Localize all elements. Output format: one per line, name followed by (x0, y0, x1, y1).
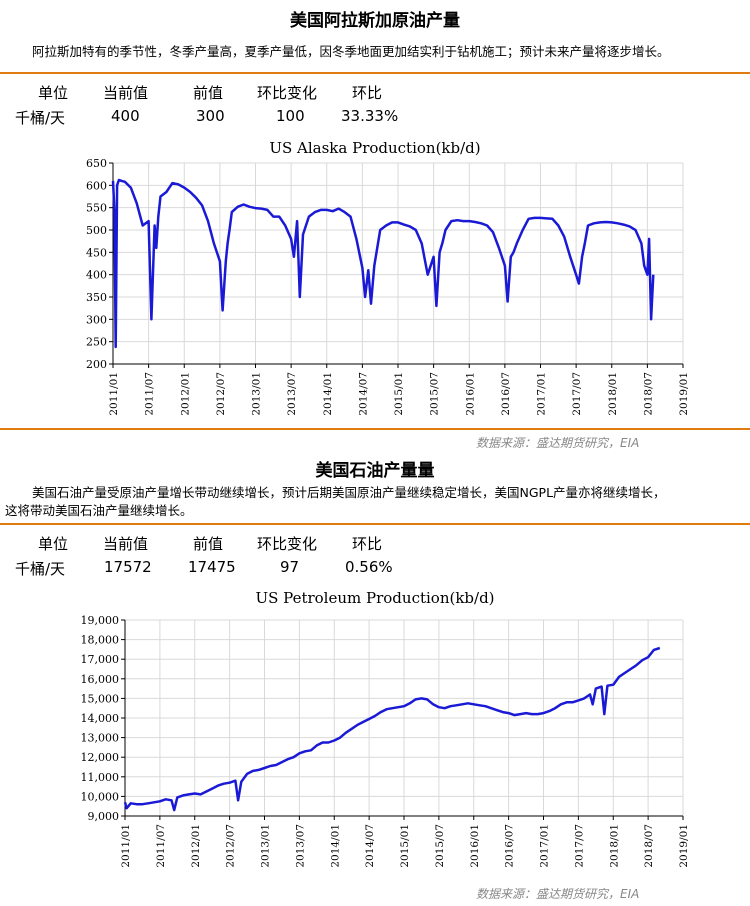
chart1-xtick-label: 2014/01 (322, 372, 334, 416)
chart2-xtick-label: 2018/07 (643, 824, 655, 868)
chart1-ytick-label: 200 (86, 358, 107, 371)
chart1-xtick-label: 2014/07 (357, 372, 369, 416)
section2-header-change: 环比变化 (257, 535, 318, 553)
chart1-ytick-label: 550 (86, 202, 107, 215)
section2-top-rule (0, 523, 750, 525)
chart1-xtick-label: 2011/07 (144, 372, 156, 416)
chart2-ytick-label: 17,000 (81, 653, 120, 666)
chart1-xtick-label: 2017/01 (536, 372, 548, 416)
chart2-xtick-label: 2017/07 (573, 824, 585, 868)
chart1-xtick-label: 2016/07 (500, 372, 512, 416)
chart2-plot: 9,000 10,000 11,000 12,000 13,000 14,000 15,00… (81, 614, 691, 868)
section1-bottom-rule (0, 428, 750, 430)
section2-value-change: 97 (280, 558, 300, 576)
section2-title: 美国石油产量量 (315, 461, 435, 481)
section1-header-previous: 前值 (193, 84, 224, 102)
chart1-series-line (111, 178, 655, 349)
chart1-xtick-label: 2012/01 (179, 372, 191, 416)
chart2-xtick-label: 2013/07 (294, 824, 306, 868)
section2-header-ratio: 环比 (352, 535, 383, 553)
chart2-xtick-label: 2013/01 (260, 824, 272, 868)
section2-description-line1: 美国石油产量受原油产量增长带动继续增长，预计后期美国原油产量继续稳定增长，美国N… (32, 485, 666, 500)
section2-value-previous: 17475 (188, 558, 236, 576)
chart2-xtick-label: 2016/01 (469, 824, 481, 868)
chart2-ytick-label: 9,000 (88, 810, 120, 823)
chart1-xtick-label: 2011/01 (108, 372, 120, 416)
section2-value-ratio: 0.56% (345, 558, 393, 576)
chart1-xtick-label: 2019/01 (678, 372, 690, 416)
section1-header-ratio: 环比 (352, 84, 383, 102)
section1-value-previous: 300 (196, 107, 225, 125)
chart2-ytick-label: 14,000 (81, 712, 120, 725)
chart2-ytick-label: 11,000 (81, 771, 120, 784)
chart2-title: US Petroleum Production(kb/d) (255, 589, 495, 607)
chart1-ytick-label: 250 (86, 336, 107, 349)
chart1-xtick-label: 2013/07 (286, 372, 298, 416)
section1-top-rule (0, 72, 750, 74)
chart2-xtick-label: 2017/01 (539, 824, 551, 868)
section1-header-current: 当前值 (103, 84, 149, 102)
section2-value-unit: 千桶/天 (15, 560, 66, 578)
chart2-xtick-label: 2014/01 (329, 824, 341, 868)
chart1-xtick-label: 2018/01 (607, 372, 619, 416)
section2-header-previous: 前值 (193, 535, 224, 553)
section2-value-current: 17572 (104, 558, 152, 576)
chart2-ytick-label: 19,000 (81, 614, 120, 627)
chart1-ytick-label: 600 (86, 179, 107, 192)
section1-title: 美国阿拉斯加原油产量 (290, 11, 460, 31)
chart2-xtick-label: 2011/07 (155, 824, 167, 868)
chart2-ytick-label: 10,000 (81, 790, 120, 803)
chart2-ytick-label: 15,000 (81, 692, 120, 705)
chart1-title: US Alaska Production(kb/d) (269, 139, 481, 157)
chart2-xtick-label: 2015/01 (399, 824, 411, 868)
chart1-ytick-label: 500 (86, 224, 107, 237)
chart2-ytick-label: 13,000 (81, 732, 120, 745)
chart1-ytick-label: 300 (86, 313, 107, 326)
section1-header-change: 环比变化 (257, 84, 318, 102)
section2-header-current: 当前值 (103, 535, 149, 553)
chart1-ytick-label: 350 (86, 291, 107, 304)
section1-value-ratio: 33.33% (341, 107, 399, 125)
chart1-xtick-label: 2015/07 (429, 372, 441, 416)
chart2-ytick-label: 16,000 (81, 673, 120, 686)
section2-header-unit: 单位 (38, 535, 69, 553)
section1-value-unit: 千桶/天 (15, 109, 66, 127)
chart1-xtick-label: 2018/07 (642, 372, 654, 416)
section2-description-line2: 这将带动美国石油产量继续增长。 (5, 503, 193, 518)
chart2-xtick-label: 2012/01 (190, 824, 202, 868)
chart2-ytick-label: 12,000 (81, 751, 120, 764)
section1-value-change: 100 (276, 107, 305, 125)
chart1-xtick-label: 2016/01 (464, 372, 476, 416)
chart2-xtick-label: 2012/07 (225, 824, 237, 868)
chart2-series-line (123, 646, 661, 812)
chart1-xtick-label: 2017/07 (571, 372, 583, 416)
section1-value-current: 400 (111, 107, 140, 125)
chart2-xtick-label: 2011/01 (120, 824, 132, 868)
chart2-xtick-label: 2014/07 (364, 824, 376, 868)
section2-source: 数据来源：盛达期货研究，EIA (476, 887, 640, 901)
chart1-ytick-label: 400 (86, 269, 107, 282)
chart1-ytick-label: 450 (86, 246, 107, 259)
section1-description: 阿拉斯加特有的季节性，冬季产量高，夏季产量低，因冬季地面更加结实利于钻机施工；预… (32, 44, 670, 59)
chart2-xtick-label: 2015/07 (434, 824, 446, 868)
section1-source: 数据来源：盛达期货研究，EIA (476, 436, 640, 450)
chart1-ytick-label: 650 (86, 157, 107, 170)
chart1-xtick-label: 2013/01 (251, 372, 263, 416)
chart2-xtick-label: 2019/01 (678, 824, 690, 868)
chart2-xtick-label: 2016/07 (504, 824, 516, 868)
chart2-xtick-label: 2018/01 (608, 824, 620, 868)
section1-header-unit: 单位 (38, 84, 69, 102)
chart1-plot: 200 250 300 350 400 450 500 550 600 650 2011/01 201… (86, 157, 690, 416)
chart1-xtick-label: 2015/01 (393, 372, 405, 416)
chart2-ytick-label: 18,000 (81, 634, 120, 647)
chart1-xtick-label: 2012/07 (215, 372, 227, 416)
